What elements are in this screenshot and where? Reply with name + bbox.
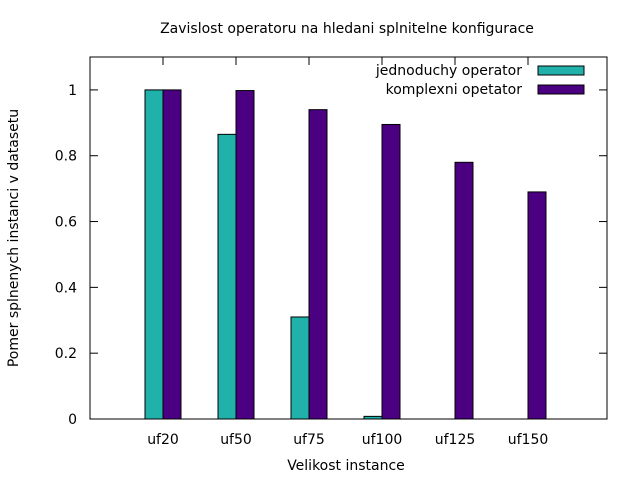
- y-tick-label: 0.2: [55, 346, 77, 362]
- legend-label: komplexni opetator: [386, 82, 523, 98]
- bar-uf100-series-2: [381, 123, 401, 420]
- bar-uf20-series-1: [144, 89, 164, 420]
- y-axis-ticks: 0 0.2 0.4 0.6 0.8 1: [55, 83, 607, 428]
- bar-uf20-series-2: [162, 89, 182, 420]
- x-tick-label: uf75: [293, 432, 325, 448]
- x-axis-label: Velikost instance: [287, 458, 405, 474]
- x-axis-ticks: uf20 uf50 uf75 uf100 uf125 uf150: [147, 57, 548, 448]
- plot-frame: [89, 56, 608, 420]
- legend: jednoduchy operator komplexni opetator: [375, 63, 585, 98]
- x-tick-label: uf100: [362, 432, 403, 448]
- bar-uf50-series-2: [235, 90, 255, 420]
- bars: [144, 89, 547, 420]
- bar-uf150-series-2: [527, 191, 547, 420]
- legend-label: jednoduchy operator: [375, 63, 522, 79]
- bar-uf75-series-1: [290, 316, 310, 420]
- y-tick-label: 0.8: [55, 149, 77, 165]
- x-tick-label: uf50: [220, 432, 252, 448]
- bar-uf75-series-2: [308, 109, 328, 420]
- legend-swatch: [537, 65, 585, 76]
- y-tick-label: 0.4: [55, 280, 77, 296]
- x-tick-label: uf125: [435, 432, 476, 448]
- bar-uf50-series-1: [217, 133, 237, 420]
- y-tick-label: 0.6: [55, 215, 77, 231]
- legend-swatch: [537, 84, 585, 95]
- y-axis-label: Pomer splnenych instanci v datasetu: [6, 109, 22, 367]
- chart-title: Zavislost operatoru na hledani splniteln…: [160, 21, 534, 37]
- y-tick-label: 1: [68, 83, 77, 99]
- x-tick-label: uf150: [508, 432, 549, 448]
- y-tick-label: 0: [68, 412, 77, 428]
- x-tick-label: uf20: [147, 432, 179, 448]
- bar-uf125-series-2: [454, 161, 474, 420]
